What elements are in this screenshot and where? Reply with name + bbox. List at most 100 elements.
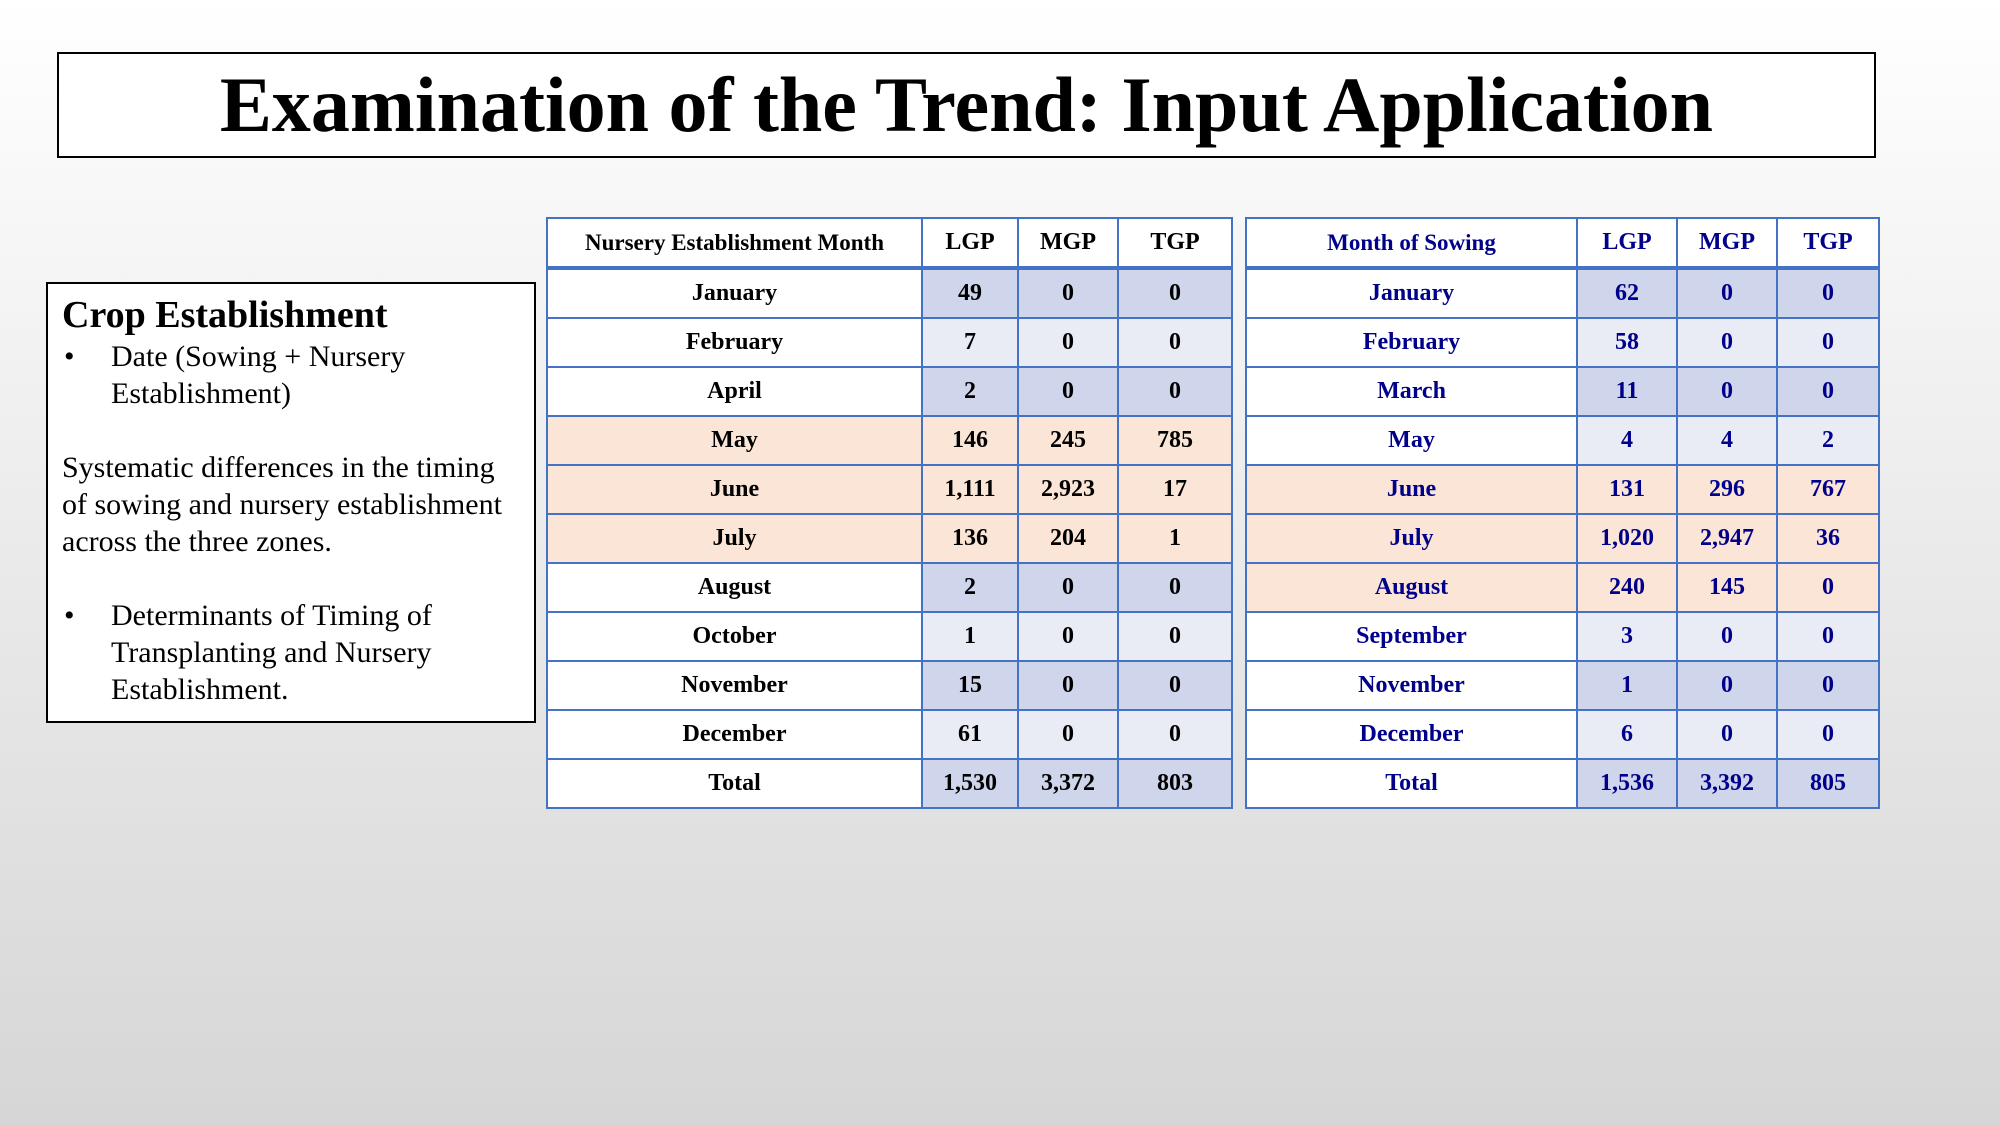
- lgp-cell: 49: [921, 267, 1019, 319]
- tgp-cell: 0: [1117, 709, 1233, 760]
- mgp-cell: 0: [1017, 660, 1119, 711]
- tgp-cell: 17: [1117, 464, 1233, 515]
- table-row: December 61 0 0: [546, 709, 1233, 760]
- month-cell: June: [1245, 464, 1578, 515]
- lgp-cell: 2: [921, 366, 1019, 417]
- month-cell: September: [1245, 611, 1578, 662]
- tgp-cell: 805: [1776, 758, 1880, 809]
- bullet-item: • Determinants of Timing of Transplantin…: [62, 597, 520, 708]
- lgp-cell: 15: [921, 660, 1019, 711]
- month-cell: February: [1245, 317, 1578, 368]
- tgp-cell: 2: [1776, 415, 1880, 466]
- tgp-cell: 0: [1117, 660, 1233, 711]
- lgp-cell: 6: [1576, 709, 1678, 760]
- month-cell: December: [1245, 709, 1578, 760]
- table-row: February 58 0 0: [1245, 317, 1880, 368]
- sowing-table-body: January 62 0 0 February 58 0 0 March 11 0 0 May 4 4 2 Ju…: [1245, 267, 1880, 809]
- nursery-establishment-table: Nursery Establishment Month LGP MGP TGP …: [546, 217, 1233, 809]
- month-cell: July: [546, 513, 923, 564]
- table-row: May 4 4 2: [1245, 415, 1880, 466]
- month-cell: Total: [1245, 758, 1578, 809]
- tgp-cell: 0: [1117, 611, 1233, 662]
- lgp-cell: 61: [921, 709, 1019, 760]
- mgp-cell: 0: [1676, 611, 1778, 662]
- month-cell: August: [546, 562, 923, 613]
- column-header: MGP: [1017, 217, 1119, 270]
- tgp-cell: 0: [1776, 366, 1880, 417]
- tgp-cell: 36: [1776, 513, 1880, 564]
- paragraph: Systematic differences in the timing of …: [62, 451, 502, 558]
- tgp-cell: 785: [1117, 415, 1233, 466]
- nursery-table-body: January 49 0 0 February 7 0 0 April 2 0 0 May 146 245 7…: [546, 267, 1233, 809]
- tgp-cell: 0: [1117, 366, 1233, 417]
- lgp-cell: 7: [921, 317, 1019, 368]
- column-header: LGP: [921, 217, 1019, 270]
- table-row: February 7 0 0: [546, 317, 1233, 368]
- lgp-cell: 1,530: [921, 758, 1019, 809]
- crop-establishment-box: Crop Establishment • Date (Sowing + Nurs…: [46, 282, 536, 723]
- mgp-cell: 0: [1017, 267, 1119, 319]
- bullet-mark: •: [64, 599, 75, 632]
- bullet-item: • Date (Sowing + Nursery Establishment): [62, 338, 520, 412]
- table-row: June 1,111 2,923 17: [546, 464, 1233, 515]
- table-row: December 6 0 0: [1245, 709, 1880, 760]
- lgp-cell: 4: [1576, 415, 1678, 466]
- month-cell: May: [1245, 415, 1578, 466]
- column-header: LGP: [1576, 217, 1678, 270]
- table-row: April 2 0 0: [546, 366, 1233, 417]
- month-cell: June: [546, 464, 923, 515]
- table-row: January 62 0 0: [1245, 267, 1880, 319]
- lgp-cell: 146: [921, 415, 1019, 466]
- month-cell: July: [1245, 513, 1578, 564]
- lgp-cell: 131: [1576, 464, 1678, 515]
- mgp-cell: 3,372: [1017, 758, 1119, 809]
- table-row: July 136 204 1: [546, 513, 1233, 564]
- column-header: TGP: [1776, 217, 1880, 270]
- tgp-cell: 0: [1776, 611, 1880, 662]
- tgp-cell: 0: [1776, 267, 1880, 319]
- bullet-text: Determinants of Timing of Transplanting …: [111, 599, 432, 706]
- tgp-cell: 0: [1117, 562, 1233, 613]
- month-cell: March: [1245, 366, 1578, 417]
- month-cell: April: [546, 366, 923, 417]
- month-cell: Total: [546, 758, 923, 809]
- table-row: September 3 0 0: [1245, 611, 1880, 662]
- bullet-mark: •: [64, 340, 75, 373]
- column-header: MGP: [1676, 217, 1778, 270]
- mgp-cell: 0: [1676, 317, 1778, 368]
- tgp-cell: 0: [1776, 562, 1880, 613]
- table-row: July 1,020 2,947 36: [1245, 513, 1880, 564]
- lgp-cell: 240: [1576, 562, 1678, 613]
- tgp-cell: 0: [1776, 660, 1880, 711]
- tgp-cell: 0: [1117, 317, 1233, 368]
- slide-title: Examination of the Trend: Input Applicat…: [219, 61, 1714, 148]
- month-cell: October: [546, 611, 923, 662]
- month-of-sowing-table: Month of Sowing LGP MGP TGP January 62 0 0 F…: [1245, 217, 1880, 809]
- table-row: January 49 0 0: [546, 267, 1233, 319]
- month-cell: November: [546, 660, 923, 711]
- mgp-cell: 0: [1676, 709, 1778, 760]
- mgp-cell: 0: [1676, 660, 1778, 711]
- tgp-cell: 767: [1776, 464, 1880, 515]
- mgp-cell: 0: [1017, 366, 1119, 417]
- title-box: Examination of the Trend: Input Applicat…: [57, 52, 1876, 158]
- tgp-cell: 1: [1117, 513, 1233, 564]
- table-row: March 11 0 0: [1245, 366, 1880, 417]
- table-header-row: Nursery Establishment Month LGP MGP TGP: [546, 217, 1233, 270]
- lgp-cell: 58: [1576, 317, 1678, 368]
- lgp-cell: 2: [921, 562, 1019, 613]
- mgp-cell: 0: [1017, 317, 1119, 368]
- mgp-cell: 0: [1676, 366, 1778, 417]
- column-header: Nursery Establishment Month: [546, 217, 923, 270]
- mgp-cell: 245: [1017, 415, 1119, 466]
- table-row: August 2 0 0: [546, 562, 1233, 613]
- mgp-cell: 2,947: [1676, 513, 1778, 564]
- tgp-cell: 0: [1117, 267, 1233, 319]
- total-row: Total 1,536 3,392 805: [1245, 758, 1880, 809]
- lgp-cell: 136: [921, 513, 1019, 564]
- tgp-cell: 803: [1117, 758, 1233, 809]
- mgp-cell: 0: [1017, 562, 1119, 613]
- month-cell: January: [546, 267, 923, 319]
- table-header-row: Month of Sowing LGP MGP TGP: [1245, 217, 1880, 270]
- month-cell: January: [1245, 267, 1578, 319]
